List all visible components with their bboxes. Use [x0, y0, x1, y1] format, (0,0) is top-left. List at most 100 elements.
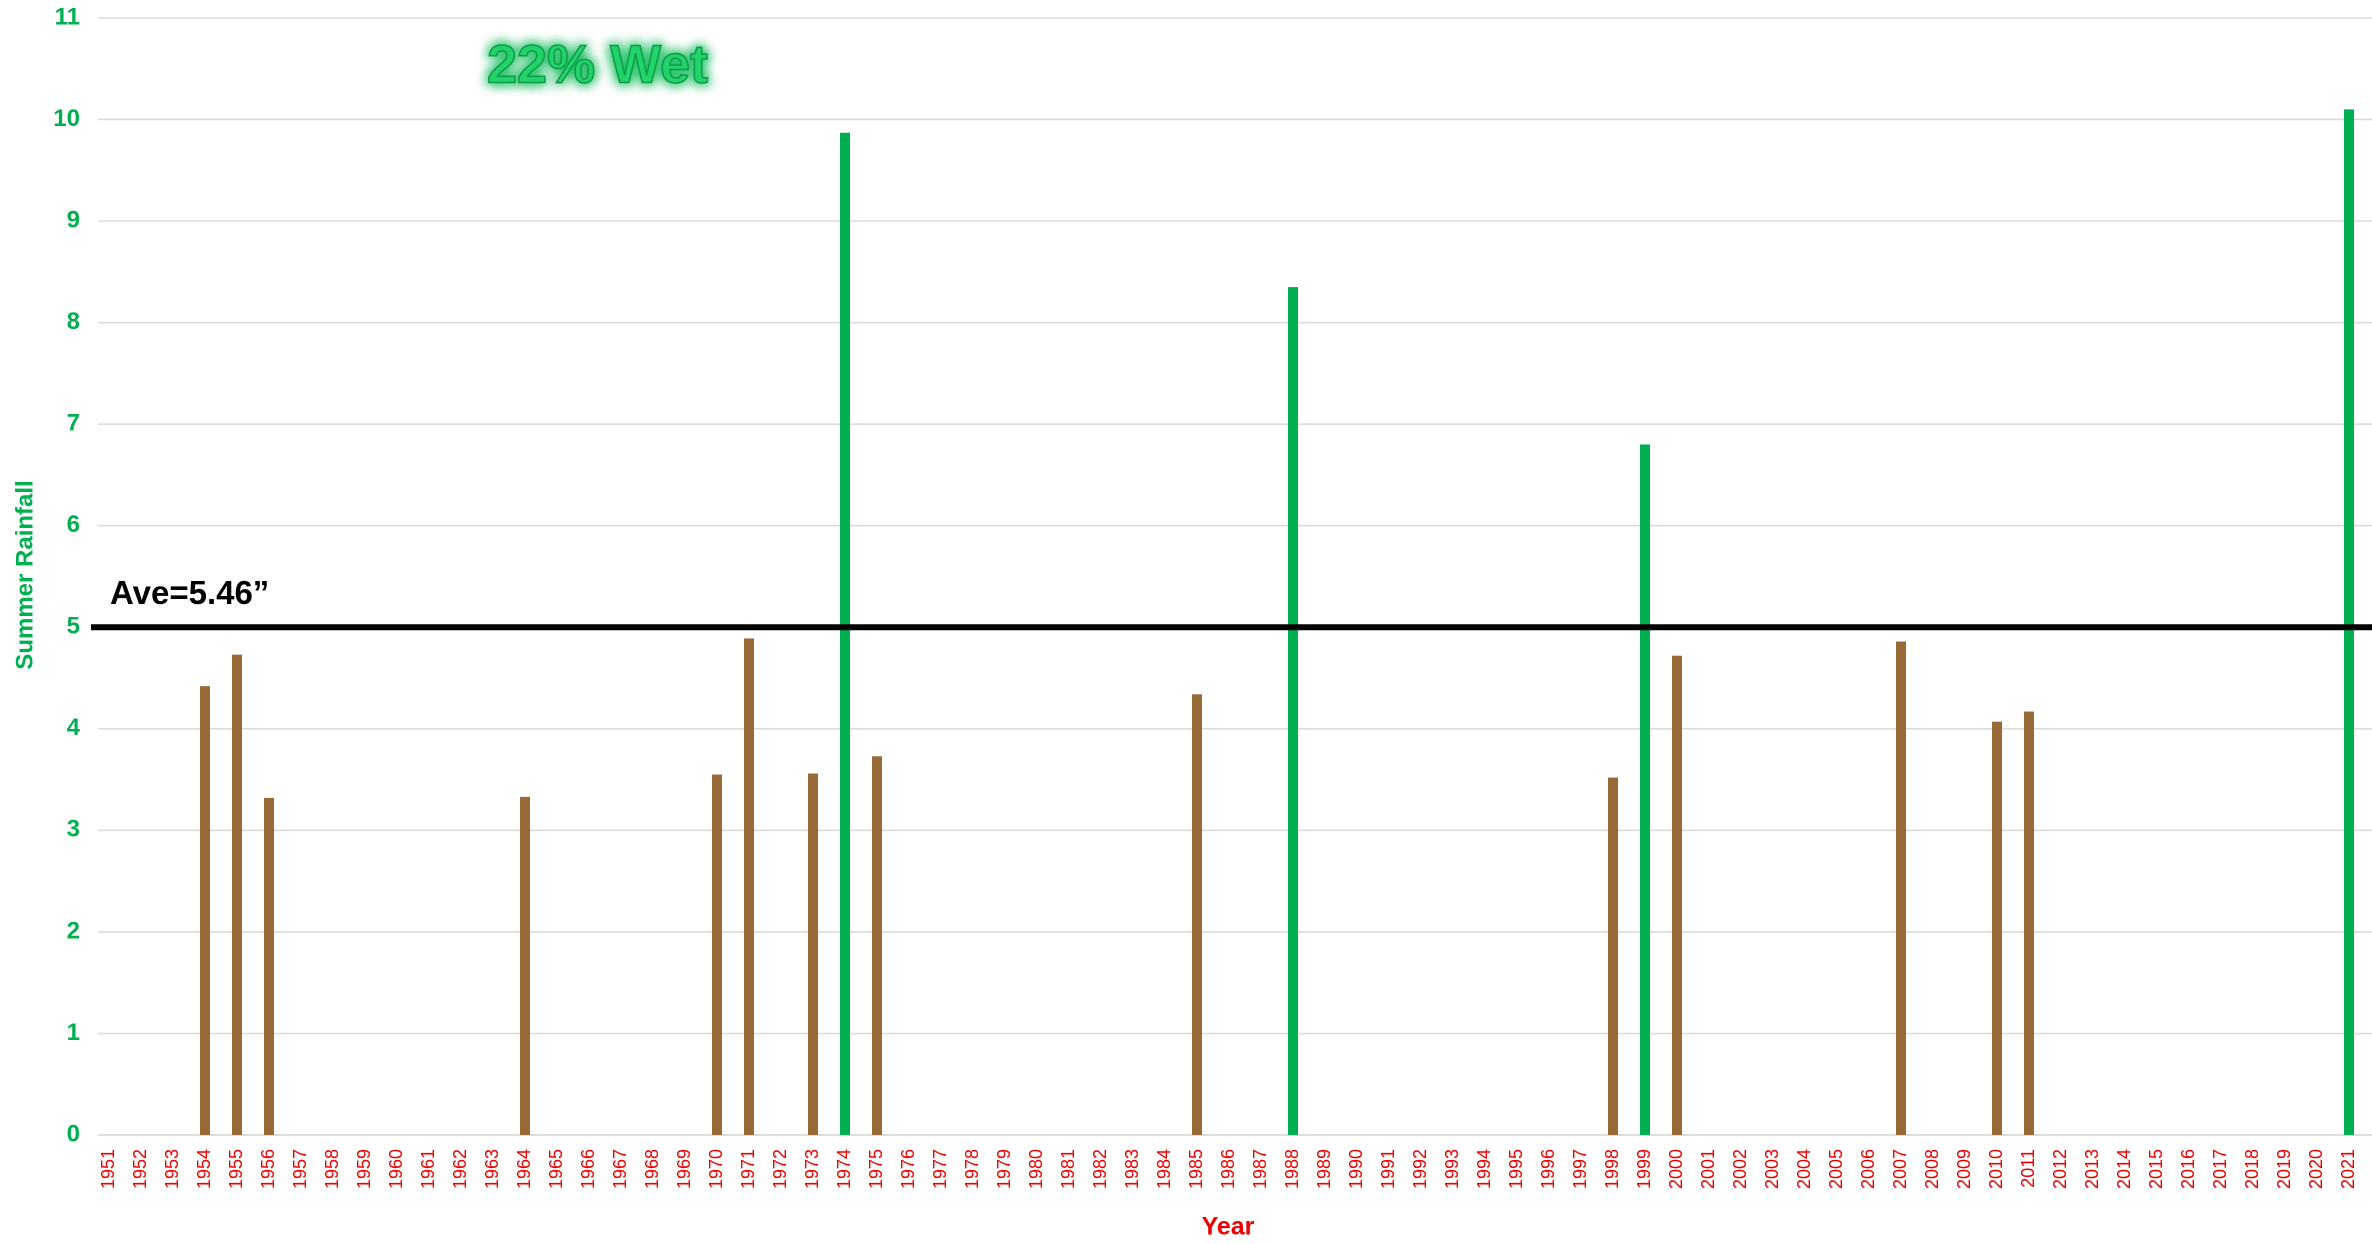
x-tick-label: 2004 [1794, 1149, 1814, 1189]
x-tick-label: 1987 [1250, 1149, 1270, 1189]
x-tick-label: 1969 [674, 1149, 694, 1189]
x-tick-label: 2000 [1666, 1149, 1686, 1189]
x-tick-label: 1999 [1634, 1149, 1654, 1189]
bar [1608, 777, 1618, 1135]
x-tick-label: 2003 [1762, 1149, 1782, 1189]
x-tick-label: 1956 [258, 1149, 278, 1189]
x-tick-label: 1959 [354, 1149, 374, 1189]
x-tick-label: 1978 [962, 1149, 982, 1189]
y-tick-label: 7 [67, 410, 80, 437]
x-tick-label: 1980 [1026, 1149, 1046, 1189]
y-tick-label: 8 [67, 308, 80, 335]
y-tick-label: 4 [67, 714, 81, 741]
y-tick-label: 9 [67, 206, 80, 233]
bar [232, 654, 242, 1135]
x-tick-label: 1995 [1506, 1149, 1526, 1189]
x-tick-label: 2020 [2306, 1149, 2326, 1189]
x-tick-label: 2021 [2338, 1149, 2358, 1189]
x-tick-label: 1958 [322, 1149, 342, 1189]
bar [264, 797, 274, 1135]
x-tick-label: 2012 [2050, 1149, 2070, 1189]
x-tick-label: 2013 [2082, 1149, 2102, 1189]
bar [520, 796, 530, 1135]
x-tick-label: 1990 [1346, 1149, 1366, 1189]
x-tick-label: 2005 [1826, 1149, 1846, 1189]
x-tick-label: 2002 [1730, 1149, 1750, 1189]
x-tick-label: 2006 [1858, 1149, 1878, 1189]
y-axis-label: Summer Rainfall [11, 480, 38, 669]
x-tick-label: 1954 [194, 1149, 214, 1189]
x-tick-label: 1952 [130, 1149, 150, 1189]
x-tick-label: 2015 [2146, 1149, 2166, 1189]
y-tick-label: 6 [67, 511, 80, 538]
x-tick-label: 1992 [1410, 1149, 1430, 1189]
x-tick-label: 2016 [2178, 1149, 2198, 1189]
x-tick-label: 1985 [1186, 1149, 1206, 1189]
bar [2344, 109, 2354, 1136]
x-tick-label: 1972 [770, 1149, 790, 1189]
x-tick-label: 2001 [1698, 1149, 1718, 1189]
x-tick-label: 1970 [706, 1149, 726, 1189]
x-tick-label: 1955 [226, 1149, 246, 1189]
bar [1672, 655, 1682, 1135]
x-tick-label: 1974 [834, 1149, 854, 1189]
x-tick-label: 1984 [1154, 1149, 1174, 1189]
x-tick-label: 1964 [514, 1149, 534, 1189]
x-tick-label: 1961 [418, 1149, 438, 1189]
x-tick-label: 2014 [2114, 1149, 2134, 1189]
x-tick-label: 1977 [930, 1149, 950, 1189]
x-tick-label: 1997 [1570, 1149, 1590, 1189]
y-tick-label: 2 [67, 917, 80, 944]
average-label: Ave=5.46” [110, 574, 269, 611]
x-tick-label: 1981 [1058, 1149, 1078, 1189]
bar [2024, 711, 2034, 1135]
y-tick-label: 1 [67, 1019, 80, 1046]
bar [808, 773, 818, 1135]
x-tick-label: 2019 [2274, 1149, 2294, 1189]
bar [1288, 287, 1298, 1135]
x-axis-label: Year [1202, 1213, 1255, 1241]
x-tick-label: 1996 [1538, 1149, 1558, 1189]
x-tick-label: 1957 [290, 1149, 310, 1189]
x-tick-label: 1965 [546, 1149, 566, 1189]
bar [872, 756, 882, 1135]
x-tick-label: 2007 [1890, 1149, 1910, 1189]
y-tick-label: 10 [53, 105, 80, 132]
x-tick-label: 1988 [1282, 1149, 1302, 1189]
x-tick-label: 1989 [1314, 1149, 1334, 1189]
x-tick-label: 1951 [98, 1149, 118, 1189]
x-tick-label: 1998 [1602, 1149, 1622, 1189]
x-tick-label: 1994 [1474, 1149, 1494, 1189]
x-tick-label: 1976 [898, 1149, 918, 1189]
x-tick-label: 1979 [994, 1149, 1014, 1189]
x-tick-label: 1986 [1218, 1149, 1238, 1189]
x-tick-label: 2009 [1954, 1149, 1974, 1189]
x-tick-label: 1973 [802, 1149, 822, 1189]
x-tick-label: 2010 [1986, 1149, 2006, 1189]
x-tick-label: 2011 [2018, 1149, 2038, 1188]
x-tick-label: 2017 [2210, 1149, 2230, 1189]
bar [744, 638, 754, 1135]
bar [712, 774, 722, 1135]
x-tick-label: 1975 [866, 1149, 886, 1189]
x-tick-label: 1962 [450, 1149, 470, 1189]
bar [1992, 721, 2002, 1135]
bar [1192, 694, 1202, 1135]
x-tick-label: 1953 [162, 1149, 182, 1189]
y-tick-label: 3 [67, 816, 80, 843]
y-tick-label: 0 [67, 1120, 80, 1147]
bar [1640, 444, 1650, 1135]
x-tick-label: 1991 [1378, 1149, 1398, 1189]
x-tick-label: 1967 [610, 1149, 630, 1189]
chart-title: 22% Wet [487, 34, 708, 94]
x-tick-label: 1966 [578, 1149, 598, 1189]
bar [200, 686, 210, 1135]
x-tick-label: 2018 [2242, 1149, 2262, 1189]
bar [1896, 641, 1906, 1135]
x-tick-label: 2008 [1922, 1149, 1942, 1189]
x-tick-label: 1983 [1122, 1149, 1142, 1189]
x-tick-label: 1963 [482, 1149, 502, 1189]
x-tick-label: 1968 [642, 1149, 662, 1189]
y-tick-label: 5 [67, 613, 80, 640]
